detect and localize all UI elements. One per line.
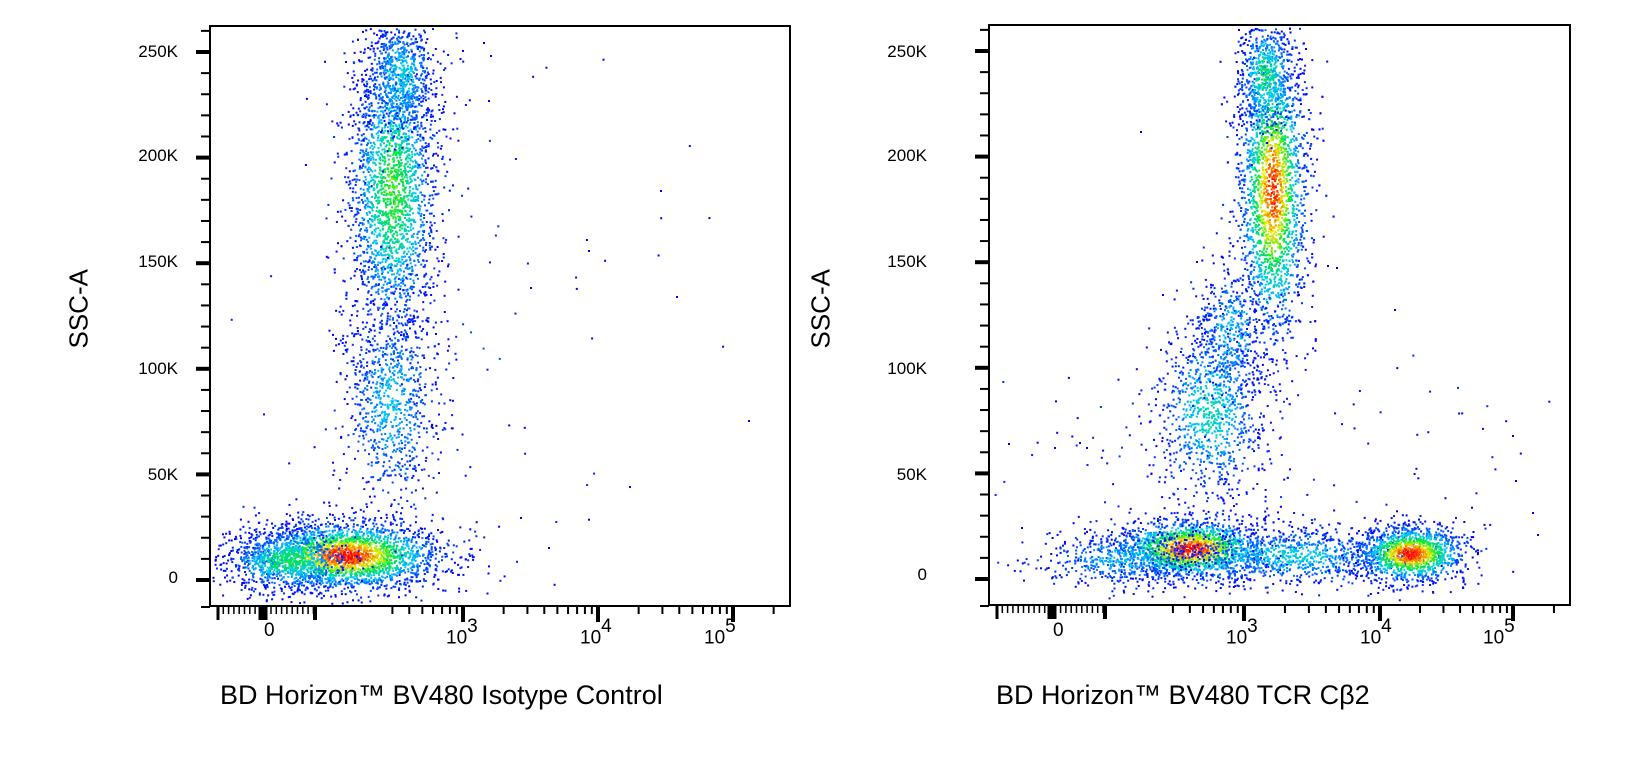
- y-axis-ticks: [975, 28, 989, 607]
- scatter-points: [994, 27, 1551, 602]
- plot-frame: [209, 25, 791, 607]
- y-tick-200k: 200K: [138, 146, 178, 165]
- y-tick-100k: 100K: [138, 359, 178, 378]
- y-tick-50k: 50K: [896, 465, 927, 484]
- x-tick-0-text: 0: [1053, 620, 1064, 641]
- x-tick-0: 0: [264, 620, 275, 642]
- x-tick-exponent: 5: [1504, 616, 1515, 637]
- scatter-points: [212, 28, 750, 605]
- x-tick-exponent: 4: [1381, 616, 1392, 637]
- plot-panel-isotype-control: SSC-A 250K 200K 150K 100K 50K 0 0 103 10…: [0, 0, 816, 764]
- x-tick-base: 10: [446, 627, 468, 649]
- x-tick-base: 10: [1226, 627, 1248, 649]
- x-tick-base: 10: [580, 627, 602, 649]
- x-tick-exponent: 3: [467, 616, 478, 637]
- y-axis-label: SSC-A: [805, 269, 836, 349]
- x-tick-exponent: 4: [601, 616, 612, 637]
- x-tick-base: 10: [1483, 627, 1505, 649]
- y-tick-0: 0: [917, 565, 927, 584]
- x-tick-1e5: 105: [1483, 616, 1515, 649]
- y-tick-200k: 200K: [887, 146, 927, 165]
- y-tick-50k: 50K: [147, 465, 178, 484]
- x-tick-1e3: 103: [1226, 616, 1258, 649]
- y-tick-100k: 100K: [887, 359, 927, 378]
- y-tick-150k: 150K: [138, 252, 178, 271]
- y-tick-150k: 150K: [887, 252, 927, 271]
- x-tick-base: 10: [1360, 627, 1382, 649]
- x-tick-exponent: 3: [1247, 616, 1258, 637]
- y-axis-ticks: [196, 29, 210, 608]
- y-tick-0: 0: [168, 568, 178, 587]
- y-tick-250k: 250K: [138, 42, 178, 61]
- y-tick-250k: 250K: [887, 42, 927, 61]
- x-tick-0: 0: [1053, 620, 1064, 642]
- x-tick-0-text: 0: [264, 620, 275, 641]
- x-tick-1e3: 103: [446, 616, 478, 649]
- x-tick-base: 10: [704, 627, 726, 649]
- x-tick-1e4: 104: [580, 616, 612, 649]
- scatter-plot-isotype: [196, 25, 791, 622]
- plot-frame: [988, 24, 1571, 606]
- x-tick-1e4: 104: [1360, 616, 1392, 649]
- x-tick-exponent: 5: [725, 616, 736, 637]
- x-tick-1e5: 105: [704, 616, 736, 649]
- x-axis-label: BD Horizon™ BV480 Isotype Control: [220, 680, 663, 710]
- x-axis-ticks: [995, 605, 1555, 621]
- x-axis-ticks: [216, 606, 775, 622]
- x-axis-label: BD Horizon™ BV480 TCR Cβ2: [996, 680, 1370, 710]
